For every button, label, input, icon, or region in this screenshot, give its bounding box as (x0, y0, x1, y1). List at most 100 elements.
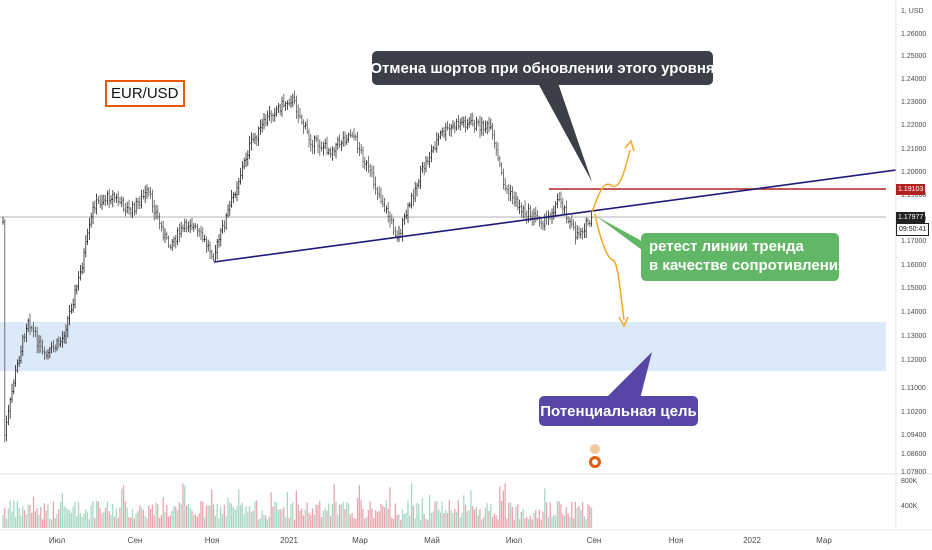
volume-bar (322, 510, 324, 528)
price-tick-label: 1.15000 (901, 285, 926, 292)
volume-bar (574, 501, 576, 528)
volume-bar (445, 509, 447, 528)
volume-bar (553, 514, 555, 528)
volume-bar (202, 501, 204, 528)
volume-bar (263, 515, 265, 528)
volume-bar (250, 511, 252, 528)
volume-bar (194, 514, 197, 528)
volume-bar (148, 505, 150, 528)
volume-bar (142, 510, 144, 528)
volume-bar (178, 502, 180, 528)
target-zone (0, 322, 886, 371)
target-callout: Потенциальная цель (539, 396, 698, 426)
volume-bar (4, 508, 6, 528)
volume-bar (72, 506, 74, 528)
volume-bar (173, 505, 175, 528)
price-tick-label: 1.19000 (901, 192, 926, 199)
volume-bar (198, 513, 200, 528)
volume-bar (347, 503, 350, 528)
volume-bar (257, 519, 260, 528)
volume-bar (117, 518, 119, 528)
volume-bar (320, 517, 323, 528)
volume-bar (560, 504, 562, 528)
volume-bar (216, 503, 218, 528)
volume-bar (380, 503, 382, 528)
volume-bar (47, 504, 49, 528)
volume-bar (346, 502, 348, 528)
volume-bar (160, 515, 162, 528)
volume-bar (151, 504, 153, 528)
price-tick-label: 1.17000 (901, 238, 926, 245)
volume-bar (301, 508, 303, 528)
retest-callout: ретест линии тренда в качестве сопротивл… (641, 233, 847, 281)
volume-bar (427, 519, 429, 528)
volume-bar (356, 497, 359, 528)
volume-bar (430, 513, 432, 528)
volume-bar (295, 490, 297, 528)
volume-bar (88, 519, 90, 528)
volume-bar (259, 518, 261, 528)
volume-bar (518, 519, 521, 528)
volume-bar (495, 515, 497, 528)
volume-bar (256, 500, 258, 528)
volume-bar (92, 501, 94, 528)
volume-bar (162, 497, 164, 528)
event-icon[interactable] (589, 444, 601, 468)
volume-bar (581, 502, 584, 528)
volume-bar (306, 502, 308, 528)
volume-bar (508, 502, 510, 528)
volume-bar (220, 506, 222, 528)
volume-bar (576, 507, 578, 528)
volume-bar (439, 512, 441, 528)
volume-bar (333, 484, 335, 528)
volume-bar (59, 502, 62, 528)
volume-bar (425, 518, 427, 528)
volume-bar (326, 510, 328, 528)
volume-tick-label: 800K (901, 478, 918, 485)
volume-bar (292, 502, 294, 528)
cancel-callout-pointer (538, 83, 592, 182)
volume-bar (254, 501, 256, 528)
volume-bar (337, 514, 339, 528)
trendline[interactable] (213, 169, 897, 263)
volume-bar (484, 507, 486, 528)
volume-bar (389, 487, 391, 528)
time-axis-ticks: Июл Сен Ноя 2021 Мар Май Июл Сен Ноя 2022 Мар (49, 536, 833, 545)
volume-bar (58, 509, 60, 528)
volume-bar (63, 505, 65, 528)
volume-bar (459, 517, 461, 528)
volume-bar (463, 495, 465, 528)
volume-bar (414, 518, 416, 528)
volume-bar (293, 519, 296, 528)
volume-bar (428, 494, 431, 528)
volume-bar (545, 502, 548, 528)
volume-bar (398, 514, 400, 528)
price-tick-label: 1.16000 (901, 262, 926, 269)
price-tick-label: 1.21000 (901, 146, 926, 153)
volume-bar (54, 518, 56, 528)
volume-bar (277, 509, 279, 528)
volume-bar (490, 503, 492, 528)
volume-bar (52, 501, 54, 528)
volume-bar (230, 503, 233, 528)
volume-bar (302, 515, 305, 528)
volume-bar (455, 511, 458, 528)
time-tick-label: Июл (506, 536, 523, 545)
volume-bar (205, 505, 207, 528)
volume-bar (364, 518, 366, 528)
volume-bar (131, 509, 134, 528)
volume-bar (68, 509, 71, 528)
volume-bar (475, 507, 477, 528)
target-text: Потенциальная цель (540, 402, 697, 420)
time-tick-label: Мар (352, 536, 368, 545)
volume-bar (5, 518, 8, 528)
volume-bar (268, 516, 270, 528)
volume-bar (16, 501, 18, 528)
time-tick-label: Ноя (669, 536, 684, 545)
volume-bar (520, 512, 522, 528)
volume-bar (340, 504, 342, 528)
volume-bar (304, 509, 306, 528)
volume-bar (441, 501, 443, 528)
volume-bar (565, 507, 567, 528)
